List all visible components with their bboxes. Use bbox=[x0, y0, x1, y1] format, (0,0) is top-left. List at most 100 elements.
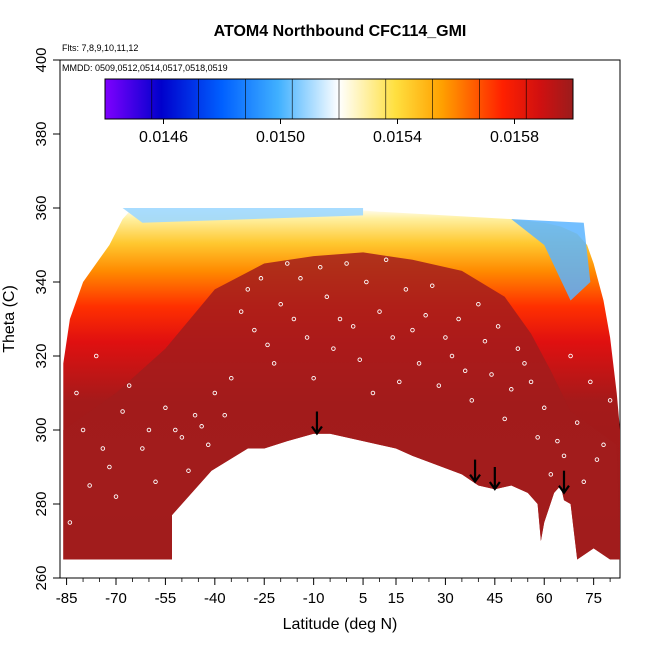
observation-point bbox=[568, 353, 573, 359]
observation-point bbox=[410, 327, 415, 333]
x-tick-label: 45 bbox=[486, 590, 503, 607]
observation-point bbox=[522, 361, 527, 366]
observation-point bbox=[107, 464, 112, 470]
y-tick-label: 260 bbox=[33, 565, 50, 590]
observation-point bbox=[74, 390, 79, 396]
observation-point bbox=[377, 309, 382, 314]
event-arrows bbox=[311, 411, 570, 495]
observation-point bbox=[383, 257, 389, 263]
x-tick-label: 60 bbox=[536, 590, 553, 607]
y-tick-label: 340 bbox=[33, 269, 50, 294]
observation-point bbox=[390, 335, 395, 340]
observation-point bbox=[238, 309, 244, 314]
y-tick-label: 400 bbox=[33, 47, 50, 72]
y-axis: 260 280 300 320 340 360 380 400 bbox=[33, 47, 60, 591]
observation-point bbox=[252, 327, 257, 333]
observation-point bbox=[153, 479, 158, 485]
observation-point bbox=[561, 453, 567, 459]
observation-point bbox=[337, 316, 343, 322]
observation-point bbox=[502, 416, 507, 422]
event-arrow-head bbox=[469, 473, 481, 484]
observation-point bbox=[462, 368, 468, 374]
observation-point bbox=[528, 379, 534, 385]
observation-point bbox=[271, 361, 277, 366]
observation-point bbox=[594, 457, 600, 462]
observation-point bbox=[443, 335, 448, 340]
observation-point bbox=[298, 276, 303, 281]
observation-point bbox=[601, 442, 606, 448]
observation-point bbox=[222, 412, 227, 418]
observation-point bbox=[344, 261, 349, 266]
colorbar-tick-label: 0.0146 bbox=[139, 129, 188, 146]
colorbar-tick-label: 0.0158 bbox=[490, 129, 539, 146]
observation-point bbox=[423, 313, 428, 318]
observation-point bbox=[304, 335, 310, 340]
observation-point bbox=[397, 379, 402, 385]
observation-point bbox=[126, 383, 132, 388]
observation-point bbox=[364, 279, 369, 285]
y-tick-label: 280 bbox=[33, 491, 50, 516]
event-arrow-head bbox=[558, 485, 570, 495]
observation-point bbox=[357, 357, 363, 362]
observation-point bbox=[258, 276, 264, 281]
x-tick-label: -55 bbox=[155, 590, 177, 607]
observation-point bbox=[476, 301, 481, 307]
observation-point bbox=[278, 301, 283, 307]
observation-point bbox=[495, 324, 501, 329]
x-tick-label: -70 bbox=[105, 590, 127, 607]
observation-point bbox=[509, 387, 514, 392]
observation-point bbox=[541, 405, 547, 411]
x-tick-label: 15 bbox=[388, 590, 405, 607]
observation-point bbox=[515, 346, 521, 351]
observation-markers bbox=[67, 257, 613, 525]
observation-point bbox=[548, 472, 554, 477]
x-tick-label: -40 bbox=[204, 590, 226, 607]
observation-point bbox=[229, 375, 234, 381]
colorbar-segment-lines bbox=[151, 79, 527, 119]
observation-point bbox=[120, 409, 125, 414]
field-core bbox=[63, 252, 620, 560]
observation-point bbox=[456, 316, 461, 322]
colorbar-tick-label: 0.0154 bbox=[373, 129, 422, 146]
observation-point bbox=[245, 287, 251, 292]
observation-point bbox=[113, 494, 119, 499]
observation-point bbox=[403, 287, 409, 292]
observation-point bbox=[436, 383, 442, 388]
chart-title: ATOM4 Northbound CFC114_GMI bbox=[214, 23, 467, 40]
event-arrow-head bbox=[488, 481, 501, 491]
curtain-field bbox=[63, 208, 620, 560]
observation-point bbox=[555, 438, 560, 444]
observation-point bbox=[416, 361, 422, 366]
observation-point bbox=[429, 283, 435, 288]
plot-frame bbox=[59, 59, 621, 579]
event-arrow-head bbox=[311, 425, 323, 436]
observation-point bbox=[265, 342, 270, 348]
observation-point bbox=[67, 520, 73, 525]
observation-point bbox=[311, 375, 316, 381]
observation-point bbox=[317, 264, 323, 270]
observation-point bbox=[192, 412, 198, 418]
observation-point bbox=[324, 294, 330, 300]
dates-label: MMDD: 0509,0512,0514,0517,0518,0519 bbox=[62, 63, 228, 73]
observation-point bbox=[199, 424, 204, 429]
observation-point bbox=[93, 353, 99, 359]
observation-point bbox=[469, 398, 475, 403]
observation-point bbox=[285, 261, 290, 266]
observation-point bbox=[607, 398, 613, 403]
field-cap-right bbox=[511, 219, 591, 301]
x-tick-label: 5 bbox=[359, 590, 367, 607]
x-tick-label: 30 bbox=[437, 590, 454, 607]
y-tick-label: 320 bbox=[33, 343, 50, 368]
observation-point bbox=[291, 316, 297, 322]
observation-point bbox=[163, 405, 168, 411]
x-tick-label: -85 bbox=[56, 590, 78, 607]
observation-point bbox=[581, 479, 587, 485]
observation-point bbox=[205, 442, 211, 448]
observation-point bbox=[350, 324, 356, 329]
observation-point bbox=[331, 346, 336, 351]
observation-point bbox=[574, 420, 580, 425]
colorbar-tick-label: 0.0150 bbox=[256, 129, 305, 146]
observation-point bbox=[370, 390, 376, 396]
observation-point bbox=[482, 338, 488, 344]
